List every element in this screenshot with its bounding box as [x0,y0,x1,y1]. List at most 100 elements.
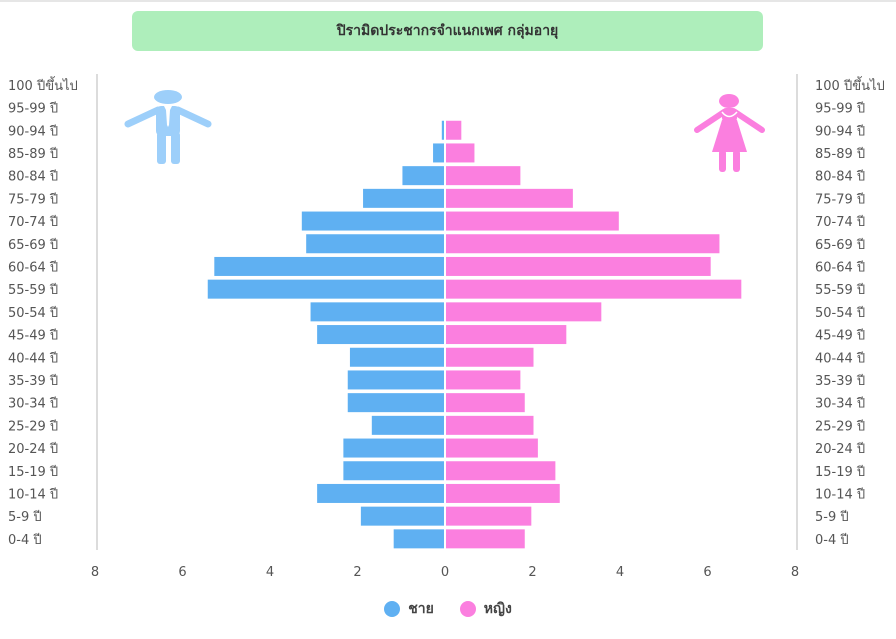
age-label-left: 20-24 ปี [8,441,58,457]
age-label-left: 85-89 ปี [8,146,58,162]
age-label-left: 65-69 ปี [8,237,58,253]
bar-male-3[interactable] [433,143,444,163]
x-tick-label: 2 [353,565,361,580]
bar-female-4[interactable] [446,166,521,186]
age-label-left: 30-34 ปี [8,396,58,412]
age-label-right: 60-64 ปี [815,259,865,275]
bar-female-3[interactable] [446,143,475,163]
age-label-right: 10-14 ปี [815,486,865,502]
bar-male-14[interactable] [347,393,444,413]
age-label-left: 35-39 ปี [8,373,58,389]
age-label-left: 5-9 ปี [8,509,42,525]
bar-female-15[interactable] [446,415,534,435]
age-label-right: 25-29 ปี [815,418,865,434]
chart-title: ปิรามิดประชากรจำแนกเพศ กลุ่มอายุ [132,11,763,51]
age-label-right: 30-34 ปี [815,396,865,412]
age-label-right: 50-54 ปี [815,305,865,321]
age-label-left: 80-84 ปี [8,169,58,185]
x-tick-label: 6 [703,565,711,580]
age-label-left: 10-14 ปี [8,486,58,502]
bar-female-12[interactable] [446,347,534,367]
bar-male-10[interactable] [310,302,444,322]
bar-female-16[interactable] [446,438,538,458]
bar-female-18[interactable] [446,483,560,503]
man-icon [124,90,212,164]
x-tick-label: 2 [528,565,536,580]
bar-female-10[interactable] [446,302,602,322]
age-label-left: 55-59 ปี [8,282,58,298]
legend-dot-female [459,601,476,617]
age-label-right: 5-9 ปี [815,509,849,525]
bar-male-15[interactable] [371,415,444,435]
bar-female-7[interactable] [446,234,720,254]
bar-female-20[interactable] [446,529,525,549]
age-label-right: 70-74 ปี [815,214,865,230]
bar-female-11[interactable] [446,325,567,345]
age-label-left: 50-54 ปี [8,305,58,321]
legend-item-female[interactable]: หญิง [459,598,512,620]
age-label-right: 75-79 ปี [815,191,865,207]
age-label-right: 95-99 ปี [815,101,865,117]
legend-dot-male [384,601,401,617]
bar-male-2[interactable] [441,120,444,140]
bar-female-2[interactable] [446,120,462,140]
chart-legend: ชาย หญิง [0,598,896,620]
bar-male-6[interactable] [301,211,444,231]
age-label-right: 90-94 ปี [815,123,865,139]
age-label-right: 65-69 ปี [815,237,865,253]
age-label-right: 55-59 ปี [815,282,865,298]
bar-male-17[interactable] [343,461,444,481]
bar-female-17[interactable] [446,461,556,481]
age-label-left: 0-4 ปี [8,532,42,548]
legend-label-female: หญิง [483,601,512,617]
bar-female-19[interactable] [446,506,532,526]
age-label-right: 20-24 ปี [815,441,865,457]
age-label-right: 100 ปีขึ้นไป [815,76,885,94]
bar-female-8[interactable] [446,256,711,276]
age-label-left: 90-94 ปี [8,123,58,139]
bar-female-9[interactable] [446,279,742,299]
top-divider [0,0,896,2]
age-label-right: 35-39 ปี [815,373,865,389]
x-tick-label: 8 [91,565,99,580]
age-label-right: 45-49 ปี [815,328,865,344]
bar-male-18[interactable] [317,483,444,503]
age-label-left: 60-64 ปี [8,259,58,275]
legend-label-male: ชาย [408,601,434,617]
woman-icon [694,94,765,172]
age-label-right: 80-84 ปี [815,169,865,185]
bar-female-13[interactable] [446,370,521,390]
bar-male-8[interactable] [214,256,444,276]
legend-item-male[interactable]: ชาย [384,598,434,620]
bar-male-12[interactable] [349,347,444,367]
x-tick-label: 0 [441,565,449,580]
bar-female-6[interactable] [446,211,619,231]
bar-male-11[interactable] [317,325,444,345]
x-tick-label: 4 [266,565,274,580]
bar-male-13[interactable] [347,370,444,390]
age-label-left: 15-19 ปี [8,464,58,480]
age-label-left: 95-99 ปี [8,101,58,117]
age-label-left: 25-29 ปี [8,418,58,434]
age-label-right: 15-19 ปี [815,464,865,480]
x-tick-label: 4 [616,565,624,580]
age-label-left: 40-44 ปี [8,350,58,366]
bar-male-7[interactable] [306,234,444,254]
age-label-left: 45-49 ปี [8,328,58,344]
bar-female-14[interactable] [446,393,525,413]
bar-male-16[interactable] [343,438,444,458]
age-label-left: 100 ปีขึ้นไป [8,76,78,94]
age-label-right: 0-4 ปี [815,532,849,548]
bar-male-5[interactable] [363,188,444,208]
bar-male-4[interactable] [402,166,444,186]
age-label-right: 85-89 ปี [815,146,865,162]
bar-male-19[interactable] [360,506,444,526]
bar-male-9[interactable] [207,279,444,299]
chart-title-text: ปิรามิดประชากรจำแนกเพศ กลุ่มอายุ [336,23,559,39]
age-label-right: 40-44 ปี [815,350,865,366]
bar-female-5[interactable] [446,188,573,208]
bar-male-20[interactable] [393,529,444,549]
x-tick-label: 6 [178,565,186,580]
x-tick-label: 8 [791,565,799,580]
